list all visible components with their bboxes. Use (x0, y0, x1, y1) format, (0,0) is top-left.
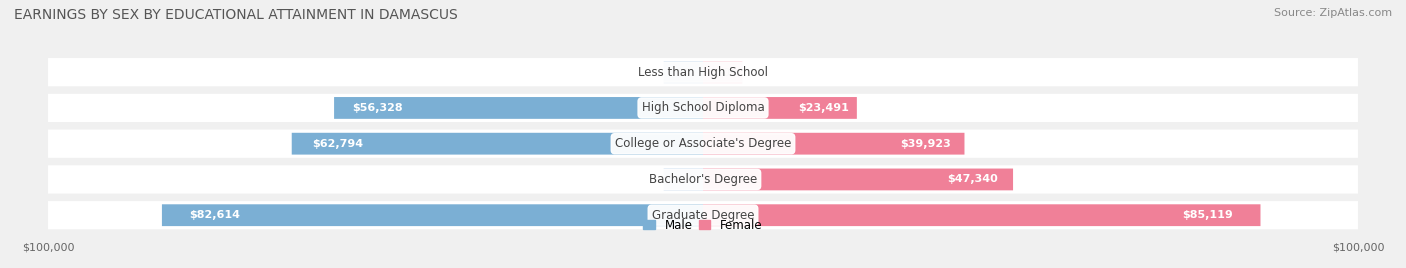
Text: $56,328: $56,328 (353, 103, 404, 113)
Text: High School Diploma: High School Diploma (641, 102, 765, 114)
FancyBboxPatch shape (703, 169, 1014, 190)
Text: EARNINGS BY SEX BY EDUCATIONAL ATTAINMENT IN DAMASCUS: EARNINGS BY SEX BY EDUCATIONAL ATTAINMEN… (14, 8, 458, 22)
Text: $82,614: $82,614 (188, 210, 240, 220)
FancyBboxPatch shape (335, 97, 703, 119)
FancyBboxPatch shape (48, 129, 1358, 158)
FancyBboxPatch shape (48, 201, 1358, 229)
FancyBboxPatch shape (703, 97, 856, 119)
FancyBboxPatch shape (703, 204, 1261, 226)
FancyBboxPatch shape (48, 94, 1358, 122)
Text: $39,923: $39,923 (901, 139, 952, 149)
Text: Source: ZipAtlas.com: Source: ZipAtlas.com (1274, 8, 1392, 18)
FancyBboxPatch shape (703, 61, 742, 83)
Text: $0: $0 (676, 67, 690, 77)
Text: $0: $0 (676, 174, 690, 184)
Text: $62,794: $62,794 (312, 139, 363, 149)
Text: $47,340: $47,340 (946, 174, 997, 184)
FancyBboxPatch shape (48, 165, 1358, 193)
FancyBboxPatch shape (291, 133, 703, 155)
FancyBboxPatch shape (664, 61, 703, 83)
FancyBboxPatch shape (162, 204, 703, 226)
Text: College or Associate's Degree: College or Associate's Degree (614, 137, 792, 150)
Text: $23,491: $23,491 (799, 103, 849, 113)
Text: Less than High School: Less than High School (638, 66, 768, 79)
Text: $85,119: $85,119 (1182, 210, 1233, 220)
FancyBboxPatch shape (664, 169, 703, 190)
Text: Graduate Degree: Graduate Degree (652, 209, 754, 222)
Text: Bachelor's Degree: Bachelor's Degree (650, 173, 756, 186)
Legend: Male, Female: Male, Female (638, 214, 768, 236)
Text: $0: $0 (716, 67, 730, 77)
FancyBboxPatch shape (48, 58, 1358, 86)
FancyBboxPatch shape (703, 133, 965, 155)
